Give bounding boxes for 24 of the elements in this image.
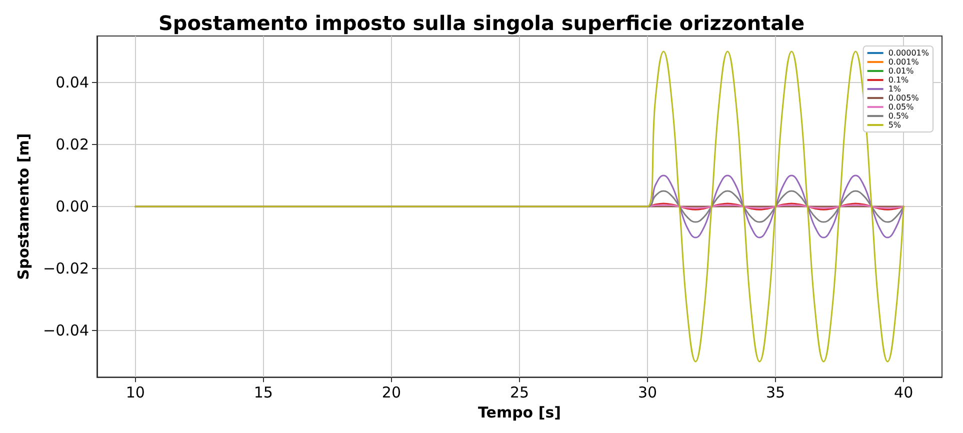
x-tick-label: 15 xyxy=(254,384,273,402)
y-tick-label: 0.00 xyxy=(56,198,89,216)
legend-label: 0.005% xyxy=(888,94,920,102)
legend-label: 0.5% xyxy=(888,112,910,120)
legend-label: 0.001% xyxy=(888,58,920,66)
legend-label: 0.00001% xyxy=(888,48,930,58)
legend-label: 5% xyxy=(888,120,902,130)
legend-label: 1% xyxy=(888,84,902,94)
chart-title: Spostamento imposto sulla singola superficie orizzontale xyxy=(158,11,805,35)
x-axis-title: Tempo [s] xyxy=(478,404,561,422)
x-tick-label: 35 xyxy=(766,384,786,402)
x-tick-label: 10 xyxy=(126,384,145,402)
x-tick-label: 40 xyxy=(894,384,914,402)
legend-label: 0.05% xyxy=(888,102,914,112)
legend-label: 0.1% xyxy=(888,76,910,84)
y-tick-label: 0.02 xyxy=(56,136,89,154)
y-tick-label: 0.04 xyxy=(56,74,89,92)
x-tick-label: 30 xyxy=(638,384,658,402)
legend-label: 0.01% xyxy=(888,66,914,76)
y-tick-label: −0.04 xyxy=(43,322,89,340)
y-tick-label: −0.02 xyxy=(43,260,89,278)
x-tick-label: 25 xyxy=(510,384,530,402)
y-axis-title: Spostamento [m] xyxy=(14,133,32,280)
x-tick-label: 20 xyxy=(382,384,402,402)
